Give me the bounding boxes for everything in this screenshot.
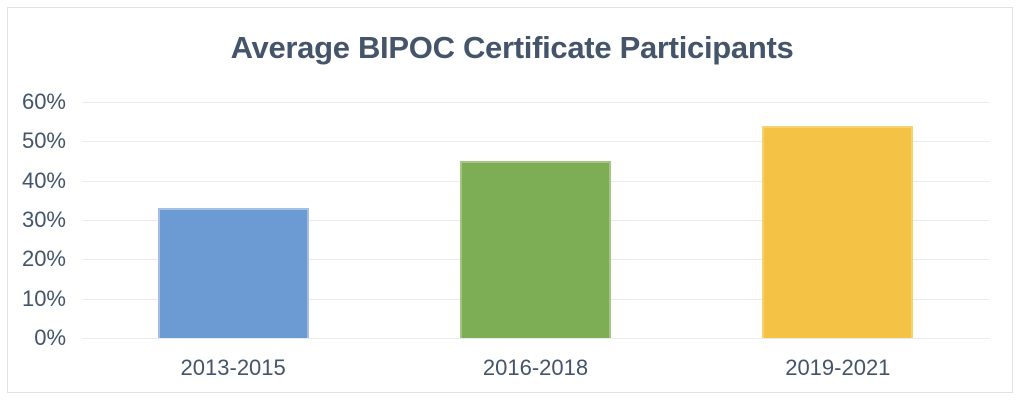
plot-area xyxy=(82,102,989,339)
chart-title: Average BIPOC Certificate Participants xyxy=(230,30,794,65)
x-tick-label-2019-2021: 2019-2021 xyxy=(785,355,891,380)
y-tick-label-50: 50% xyxy=(21,128,66,154)
y-tick-label-20: 20% xyxy=(21,246,66,272)
y-tick-label-30: 30% xyxy=(21,207,66,232)
bar-2013-2015 xyxy=(157,208,309,338)
y-tick-label-60: 60% xyxy=(21,89,66,114)
y-tick-label-10: 10% xyxy=(21,285,66,311)
gridline-50 xyxy=(82,141,989,143)
gridline-60 xyxy=(82,102,989,103)
gridline-0 xyxy=(82,338,989,339)
x-tick-label-2016-2018: 2016-2018 xyxy=(482,355,589,380)
y-tick-label-40: 40% xyxy=(21,167,66,193)
bar-2019-2021 xyxy=(762,125,914,338)
y-tick-label-0: 0% xyxy=(34,325,66,350)
x-tick-label-2013-2015: 2013-2015 xyxy=(180,355,286,380)
bar-2016-2018 xyxy=(460,161,611,338)
